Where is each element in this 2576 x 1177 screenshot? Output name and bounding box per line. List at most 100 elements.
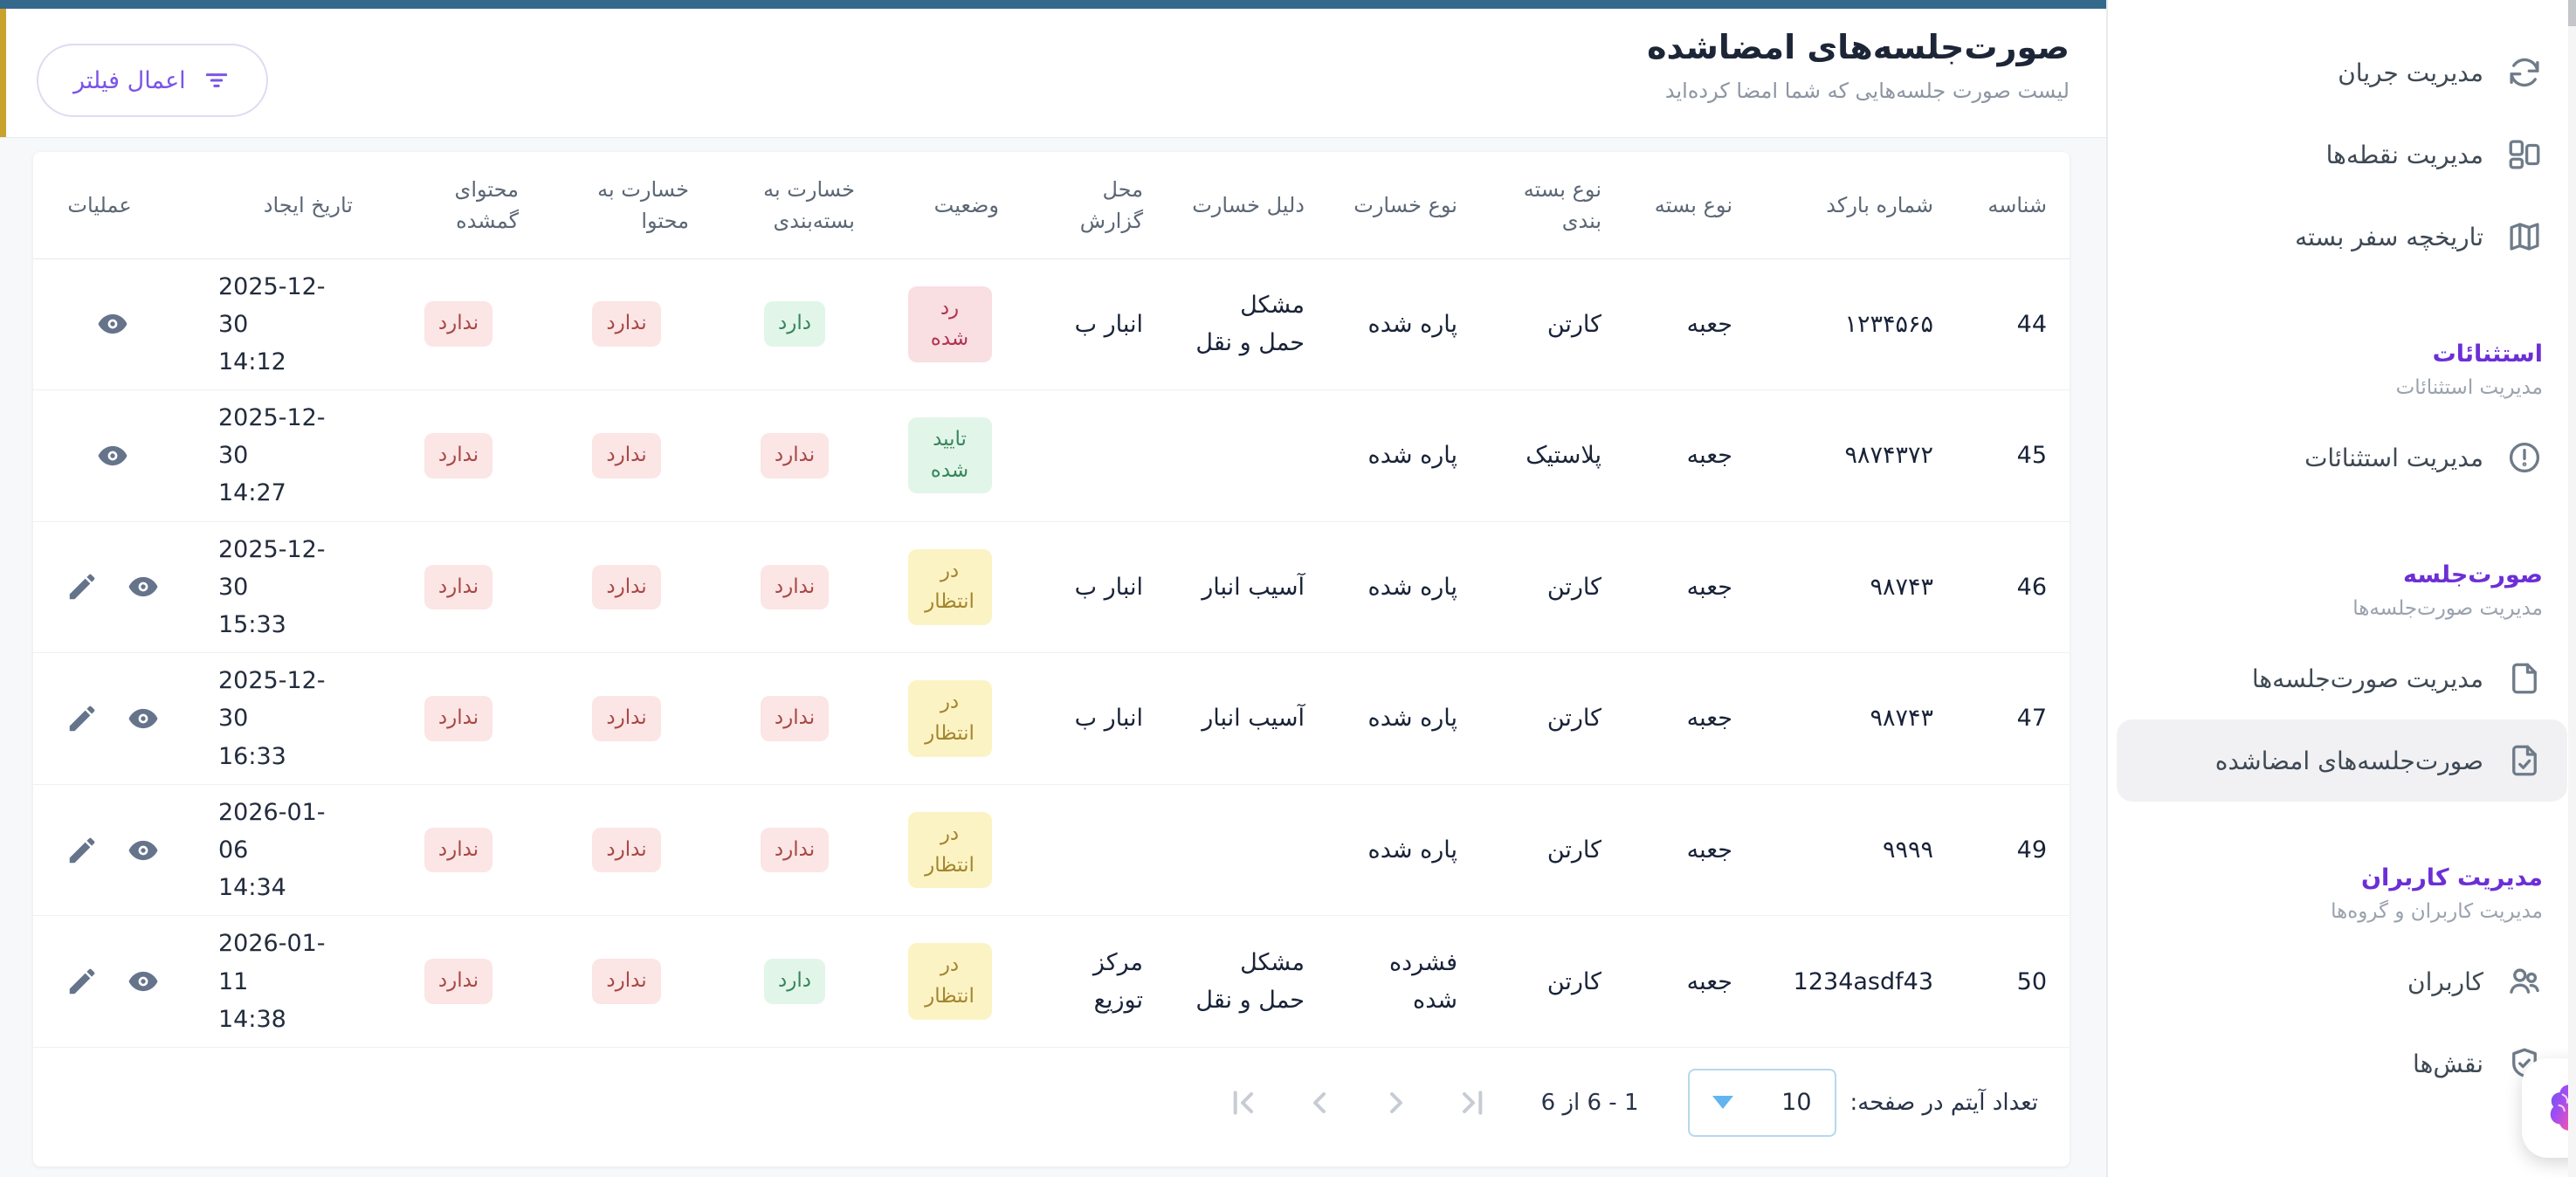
- pager-navigation: [1223, 1084, 1492, 1122]
- cell-damage-type: فشرده شده: [1327, 915, 1480, 1048]
- view-button[interactable]: [127, 570, 160, 603]
- cell-barcode: ۹۸۷۴۳۷۲: [1755, 389, 1956, 522]
- section-subtitle: مدیریت صورت‌جلسه‌ها: [2352, 597, 2543, 620]
- status-badge: رد شده: [907, 286, 992, 362]
- sidebar-item-package-trip-history[interactable]: تاریخچه سفر بسته: [2117, 196, 2567, 278]
- window-scrollbar[interactable]: [2568, 0, 2576, 1177]
- packaging-damage-badge: ندارد: [760, 564, 830, 610]
- created-date: 2025-12-30: [218, 667, 326, 733]
- content-damage-badge: ندارد: [592, 564, 661, 610]
- status-badge: در انتظار: [907, 811, 992, 889]
- cell-package-type: جعبه: [1624, 258, 1755, 391]
- sidebar-item-signed-minutes[interactable]: صورت‌جلسه‌های امضاشده: [2117, 719, 2567, 802]
- scrollbar-thumb[interactable]: [2568, 0, 2576, 26]
- lost-content-badge: ندارد: [424, 696, 493, 741]
- view-button[interactable]: [127, 965, 160, 998]
- sidebar-item-points-management[interactable]: مدیریت نقطه‌ها: [2117, 114, 2567, 196]
- content-damage-badge: ندارد: [592, 301, 661, 348]
- page-titles: صورت‌جلسه‌های امضاشده لیست صورت جلسه‌های…: [1647, 28, 2070, 103]
- apply-filter-button[interactable]: اعمال فیلتر: [37, 44, 268, 117]
- cell-packaging-type: کارتن: [1480, 652, 1624, 785]
- assistant-fab[interactable]: [2522, 1058, 2576, 1158]
- users-icon: [2506, 963, 2543, 1000]
- row-actions: [56, 307, 143, 341]
- header-damage-reason: دلیل خسارت: [1166, 152, 1327, 259]
- header-created-date: تاریخ ایجاد: [166, 152, 375, 259]
- sidebar-item-flow-management[interactable]: مدیریت جریان: [2117, 31, 2567, 114]
- page-size-select[interactable]: 10: [1687, 1068, 1836, 1137]
- sidebar-item-label: کاربران: [2407, 967, 2483, 996]
- header-actions: عملیات: [33, 152, 166, 259]
- table-row: 49 ۹۹۹۹ جعبه کارتن پاره شده در انتظار ند…: [33, 784, 2070, 917]
- view-button[interactable]: [127, 702, 160, 735]
- view-button[interactable]: [127, 834, 160, 867]
- cell-package-type: جعبه: [1624, 389, 1755, 522]
- created-date: 2025-12-30: [218, 535, 326, 601]
- edit-button[interactable]: [65, 965, 99, 998]
- cell-packaging-type: کارتن: [1480, 784, 1624, 917]
- sidebar-item-minutes-management[interactable]: مدیریت صورت‌جلسه‌ها: [2117, 637, 2567, 719]
- cell-created-date: 2026-01-11 14:38: [166, 915, 375, 1048]
- content-damage-badge: ندارد: [592, 433, 661, 478]
- content-damage-badge: ندارد: [592, 827, 661, 873]
- cell-damage-reason: آسیب انبار: [1166, 652, 1327, 785]
- view-button[interactable]: [96, 307, 129, 341]
- table-paginator: تعداد آیتم در صفحه: 10 1 - 6 از 6: [33, 1048, 2070, 1137]
- cell-packaging-type: پلاستیک: [1480, 389, 1624, 522]
- cell-report-location: [1022, 389, 1166, 522]
- previous-page-button[interactable]: [1377, 1084, 1415, 1122]
- table-row: 44 ۱۲۳۴۵۶۵ جعبه کارتن پاره شده مشکل حمل …: [33, 258, 2070, 391]
- header-packaging-type: نوع بسته بندی: [1480, 152, 1624, 259]
- page-header: صورت‌جلسه‌های امضاشده لیست صورت جلسه‌های…: [0, 9, 2106, 138]
- header-damage-type: نوع خسارت: [1327, 152, 1480, 259]
- packaging-damage-badge: ندارد: [760, 827, 830, 873]
- status-badge: در انتظار: [907, 680, 992, 757]
- edit-button[interactable]: [65, 702, 99, 735]
- main-content: صورت‌جلسه‌های امضاشده لیست صورت جلسه‌های…: [0, 0, 2106, 1167]
- header-barcode: شماره بارکد: [1755, 152, 1956, 259]
- cell-report-location: مرکز توزیع: [1022, 915, 1166, 1048]
- created-time: 14:12: [218, 348, 286, 375]
- created-date: 2025-12-30: [218, 272, 326, 338]
- cell-damage-reason: مشکل حمل و نقل: [1166, 258, 1327, 391]
- cell-created-date: 2026-01-06 14:34: [166, 784, 375, 917]
- row-actions: [56, 570, 143, 603]
- cell-barcode: ۱۲۳۴۵۶۵: [1755, 258, 1956, 391]
- section-title: مدیریت کاربران: [2361, 864, 2543, 891]
- sidebar-item-roles[interactable]: نقش‌ها: [2117, 1022, 2567, 1105]
- content-damage-badge: ندارد: [592, 696, 661, 741]
- cell-barcode: ۹۸۷۴۳: [1755, 652, 1956, 785]
- cell-damage-type: پاره شده: [1327, 652, 1480, 785]
- lost-content-badge: ندارد: [424, 301, 493, 348]
- signed-minutes-table-card: شناسه شماره بارکد نوع بسته نوع بسته بندی…: [33, 152, 2070, 1167]
- created-date: 2026-01-06: [218, 798, 326, 864]
- next-page-button[interactable]: [1300, 1084, 1339, 1122]
- filter-icon: [202, 65, 231, 95]
- sidebar-item-users[interactable]: کاربران: [2117, 940, 2567, 1022]
- section-subtitle: مدیریت استثنائات: [2395, 376, 2543, 399]
- signed-minutes-table: شناسه شماره بارکد نوع بسته نوع بسته بندی…: [33, 152, 2070, 1048]
- edit-button[interactable]: [65, 834, 99, 867]
- cell-damage-type: پاره شده: [1327, 258, 1480, 391]
- sidebar-item-label: صورت‌جلسه‌های امضاشده: [2214, 746, 2483, 775]
- cell-report-location: [1022, 784, 1166, 917]
- cell-packaging-type: کارتن: [1480, 258, 1624, 391]
- status-badge: در انتظار: [907, 943, 992, 1020]
- header-package-type: نوع بسته: [1624, 152, 1755, 259]
- cell-id: 50: [1956, 915, 2070, 1048]
- sidebar-item-label: مدیریت استثنائات: [2304, 443, 2483, 472]
- last-page-button[interactable]: [1223, 1084, 1262, 1122]
- packaging-damage-badge: ندارد: [760, 696, 830, 741]
- sidebar-item-exceptions-management[interactable]: مدیریت استثنائات: [2117, 416, 2567, 499]
- edit-button[interactable]: [65, 570, 99, 603]
- sidebar-section-minutes: صورت‌جلسه مدیریت صورت‌جلسه‌ها: [2141, 561, 2543, 620]
- header-lost-content: محتوای گمشده: [375, 152, 541, 259]
- first-page-button[interactable]: [1454, 1084, 1492, 1122]
- page-size-value: 10: [1781, 1089, 1812, 1117]
- created-time: 15:33: [218, 611, 286, 638]
- created-time: 16:33: [218, 742, 286, 770]
- created-time: 14:27: [218, 479, 286, 507]
- view-button[interactable]: [96, 439, 129, 472]
- sidebar-item-label: نقش‌ها: [2413, 1049, 2483, 1078]
